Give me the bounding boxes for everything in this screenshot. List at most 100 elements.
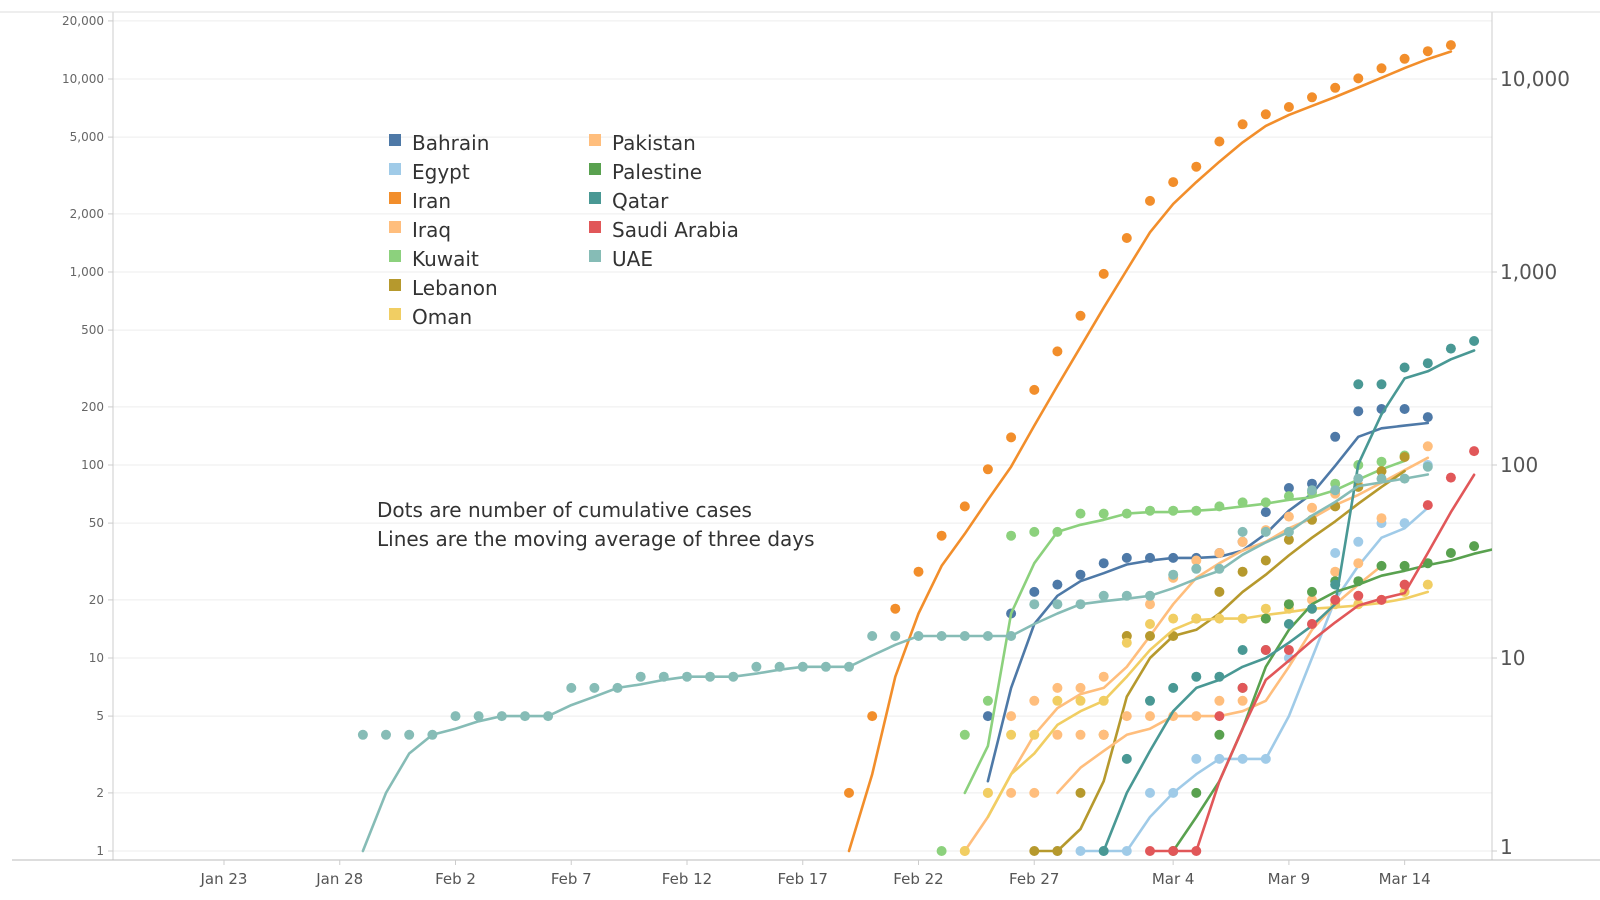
data-point-egypt <box>1399 518 1410 529</box>
data-point-saudi-arabia <box>1376 594 1387 605</box>
data-point-kuwait <box>1376 456 1387 467</box>
data-point-uae <box>913 631 924 641</box>
y-tick-label: 1,000 <box>70 265 104 279</box>
y-axis-right: 1 10 100 1,000 10,000 <box>1492 67 1570 859</box>
data-point-egypt <box>1214 753 1225 764</box>
data-point-lebanon <box>1145 631 1155 641</box>
legend-swatch <box>389 279 401 291</box>
data-point-uae <box>890 631 901 641</box>
data-point-uae <box>820 661 831 672</box>
series-saudi-arabia <box>1145 446 1480 856</box>
data-point-uae <box>705 671 716 682</box>
gridlines <box>113 20 1492 852</box>
data-point-egypt <box>1145 787 1155 798</box>
data-point-uae <box>1237 526 1248 537</box>
data-point-oman <box>1145 619 1155 629</box>
data-point-pakistan <box>1145 711 1155 722</box>
y-tick-label: 20,000 <box>62 14 104 28</box>
data-point-pakistan <box>1191 711 1202 722</box>
data-point-kuwait <box>1075 508 1086 519</box>
x-tick-label: Feb 2 <box>435 870 476 888</box>
x-tick-label: Feb 17 <box>778 870 828 888</box>
data-point-kuwait <box>1052 526 1063 537</box>
series-line-iran <box>847 50 1453 853</box>
data-point-kuwait <box>1029 526 1040 537</box>
data-point-bahrain <box>982 711 993 722</box>
data-point-iran <box>1237 119 1248 130</box>
data-point-pakistan <box>1075 729 1086 740</box>
y-tick-label: 2 <box>96 786 104 800</box>
data-point-qatar <box>1307 603 1317 614</box>
data-point-qatar <box>1399 362 1410 373</box>
data-point-uae <box>381 729 391 740</box>
data-point-lebanon <box>1399 452 1410 462</box>
data-point-saudi-arabia <box>1307 619 1317 629</box>
data-point-egypt <box>1168 787 1179 798</box>
legend-label: Palestine <box>612 160 702 184</box>
data-point-saudi-arabia <box>1191 846 1202 856</box>
data-point-iran <box>913 566 924 577</box>
data-point-egypt <box>1075 846 1086 856</box>
data-point-iran <box>1260 109 1271 120</box>
data-point-iran <box>1376 63 1387 74</box>
data-point-uae <box>959 631 970 641</box>
data-point-pakistan <box>1237 695 1248 706</box>
data-point-saudi-arabia <box>1330 594 1341 605</box>
legend-item: UAE <box>589 247 653 271</box>
data-point-uae <box>1422 461 1433 472</box>
data-point-bahrain <box>1422 412 1433 423</box>
data-point-palestine <box>1353 576 1364 587</box>
data-point-qatar <box>1283 619 1294 629</box>
legend-label: Pakistan <box>612 131 696 155</box>
y-tick-label: 5 <box>96 709 104 723</box>
legend-swatch <box>589 163 601 175</box>
legend-item: Lebanon <box>389 276 498 300</box>
data-point-uae <box>1307 485 1317 496</box>
data-point-uae <box>1052 599 1063 610</box>
x-tick-label: Feb 27 <box>1009 870 1059 888</box>
data-point-iraq <box>1052 682 1063 693</box>
data-point-uae <box>520 711 530 722</box>
data-point-qatar <box>1445 343 1456 354</box>
data-point-pakistan <box>1006 787 1017 798</box>
data-point-iran <box>959 501 970 512</box>
data-point-oman <box>1168 613 1179 624</box>
data-point-bahrain <box>1075 569 1086 580</box>
data-point-bahrain <box>1029 586 1040 597</box>
data-point-kuwait <box>1214 501 1225 512</box>
annotation: Dots are number of cumulative cases Line… <box>377 498 815 551</box>
data-point-iraq <box>1075 682 1086 693</box>
data-point-qatar <box>1168 682 1179 693</box>
data-point-egypt <box>1121 846 1132 856</box>
data-point-uae <box>1145 590 1155 601</box>
y-tick-label: 50 <box>89 516 104 530</box>
legend-label: Iraq <box>412 218 451 242</box>
data-point-saudi-arabia <box>1422 500 1433 511</box>
data-point-kuwait <box>1260 497 1271 508</box>
data-point-uae <box>473 711 484 722</box>
x-tick-label: Feb 7 <box>551 870 592 888</box>
data-point-uae <box>1098 590 1109 601</box>
data-point-uae <box>1353 473 1364 484</box>
data-point-lebanon <box>1052 846 1063 856</box>
data-point-iran <box>1121 233 1132 243</box>
data-point-uae <box>728 671 739 682</box>
data-point-iran <box>1029 384 1040 395</box>
data-point-uae <box>1399 473 1410 484</box>
data-point-iran <box>1399 53 1410 64</box>
plot-area <box>357 40 1492 856</box>
data-point-iran <box>982 464 993 475</box>
data-point-iran <box>844 787 854 798</box>
legend-swatch <box>589 221 601 233</box>
y-tick-label: 500 <box>81 323 104 337</box>
data-point-uae <box>1121 590 1132 601</box>
data-point-uae <box>357 729 368 740</box>
legend-label: Lebanon <box>412 276 498 300</box>
data-point-uae <box>543 711 554 722</box>
legend-label: Oman <box>412 305 472 329</box>
data-point-saudi-arabia <box>1237 682 1248 693</box>
data-point-uae <box>1283 526 1294 537</box>
data-point-palestine <box>1469 541 1480 552</box>
data-point-bahrain <box>1399 404 1410 414</box>
